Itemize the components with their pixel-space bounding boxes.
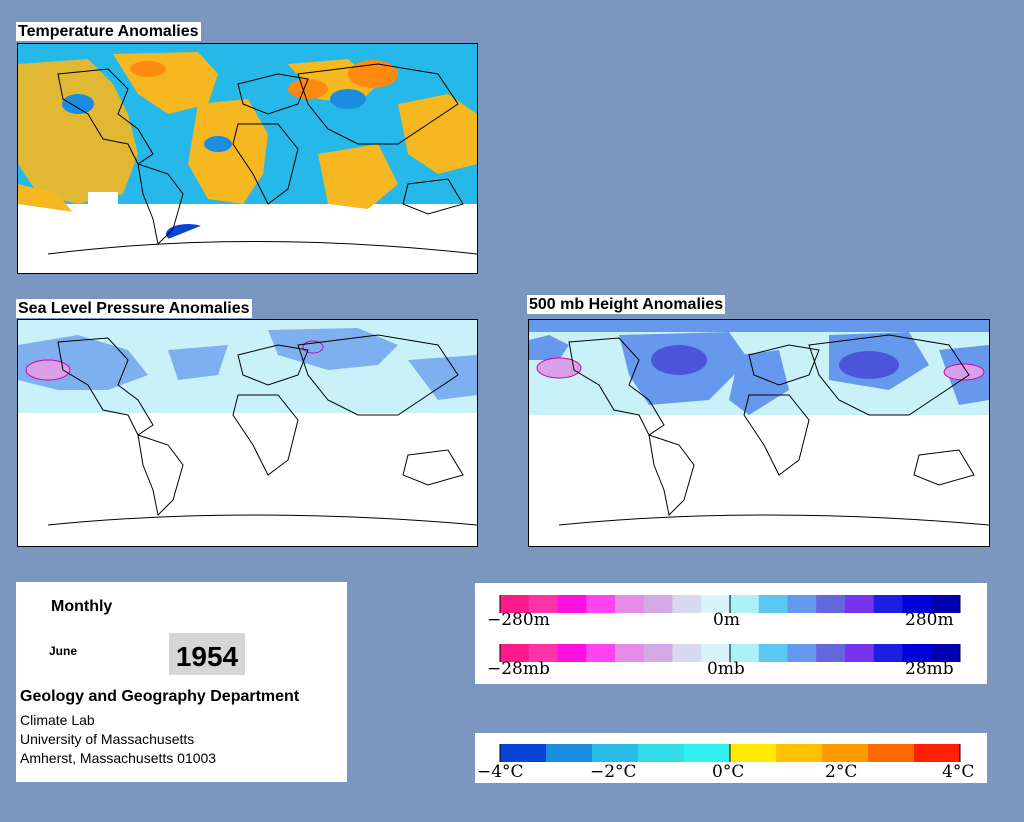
- lab-name: Climate Lab: [20, 712, 95, 728]
- temperature-colorbar-swatch: [730, 744, 777, 762]
- height500-panel-title: 500 mb Height Anomalies: [527, 295, 726, 314]
- temperature-colorbar-swatch: [592, 744, 639, 762]
- height-mid-label: 0m: [713, 610, 740, 630]
- month-label: June: [49, 644, 78, 658]
- temperature-colorbar: [499, 744, 961, 762]
- temp-label-0: 0°C: [712, 762, 745, 782]
- department-name: Geology and Geography Department: [20, 688, 300, 705]
- temp-label-minus4: −4°C: [477, 762, 524, 782]
- pressure-colorbar-swatch: [615, 644, 645, 662]
- height-colorbar-swatch: [758, 595, 788, 613]
- pressure-colorbar-swatch: [528, 644, 558, 662]
- temperature-colorbar-swatch: [868, 744, 915, 762]
- temperature-colorbar-swatch: [914, 744, 961, 762]
- height500-anomaly-map: [528, 319, 990, 547]
- pressure-min-label: −28mb: [487, 659, 550, 679]
- pressure-max-label: 28mb: [905, 659, 954, 679]
- pressure-colorbar-swatch: [730, 644, 760, 662]
- height-max-label: 280m: [905, 610, 954, 630]
- height-colorbar-swatch: [528, 595, 558, 613]
- pressure-mid-label: 0mb: [707, 659, 745, 679]
- temperature-colorbar-swatch: [684, 744, 731, 762]
- info-panel: Monthly June 1954 Geology and Geography …: [16, 582, 347, 782]
- sea-level-pressure-anomaly-map: [17, 319, 478, 547]
- temperature-colorbar-swatch: [776, 744, 823, 762]
- height-colorbar: [499, 595, 961, 613]
- address-line: Amherst, Massachusetts 01003: [20, 750, 217, 766]
- pressure-colorbar-swatch: [902, 644, 932, 662]
- height-colorbar-swatch: [701, 595, 731, 613]
- pressure-colorbar-swatch: [643, 644, 673, 662]
- slp-panel-title: Sea Level Pressure Anomalies: [16, 299, 252, 318]
- height-colorbar-swatch: [730, 595, 760, 613]
- pressure-colorbar-swatch: [672, 644, 702, 662]
- temperature-colorbar-swatch: [822, 744, 869, 762]
- height-colorbar-swatch: [845, 595, 875, 613]
- height-colorbar-swatch: [672, 595, 702, 613]
- height-colorbar-swatch: [615, 595, 645, 613]
- pressure-colorbar-swatch: [586, 644, 616, 662]
- pressure-colorbar-swatch: [931, 644, 961, 662]
- pressure-colorbar-swatch: [701, 644, 731, 662]
- pressure-colorbar: [499, 644, 961, 662]
- height-colorbar-swatch: [557, 595, 587, 613]
- height-colorbar-swatch: [902, 595, 932, 613]
- pressure-colorbar-swatch: [873, 644, 903, 662]
- height-colorbar-swatch: [500, 595, 530, 613]
- height-min-label: −280m: [487, 610, 550, 630]
- height-colorbar-swatch: [816, 595, 846, 613]
- temp-label-4: 4°C: [942, 762, 975, 782]
- height-colorbar-swatch: [931, 595, 961, 613]
- pressure-colorbar-swatch: [500, 644, 530, 662]
- height-pressure-legend: −280m 0m 280m −28mb 0mb 28mb: [475, 583, 987, 684]
- pressure-colorbar-swatch: [557, 644, 587, 662]
- height-colorbar-swatch: [643, 595, 673, 613]
- height-colorbar-swatch: [586, 595, 616, 613]
- temp-label-2: 2°C: [825, 762, 858, 782]
- pressure-colorbar-swatch: [845, 644, 875, 662]
- temperature-legend: −4°C −2°C 0°C 2°C 4°C: [475, 733, 987, 783]
- university-name: University of Massachusetts: [20, 731, 195, 747]
- height-colorbar-swatch: [787, 595, 817, 613]
- temperature-panel-title: Temperature Anomalies: [16, 22, 201, 41]
- year-label: 1954: [169, 633, 245, 675]
- height-colorbar-swatch: [873, 595, 903, 613]
- temperature-colorbar-swatch: [638, 744, 685, 762]
- frequency-label: Monthly: [51, 598, 113, 615]
- temperature-colorbar-swatch: [500, 744, 547, 762]
- pressure-colorbar-swatch: [787, 644, 817, 662]
- temperature-anomaly-map: [17, 43, 478, 274]
- temp-label-minus2: −2°C: [590, 762, 637, 782]
- temperature-colorbar-swatch: [546, 744, 593, 762]
- pressure-colorbar-swatch: [816, 644, 846, 662]
- pressure-colorbar-swatch: [758, 644, 788, 662]
